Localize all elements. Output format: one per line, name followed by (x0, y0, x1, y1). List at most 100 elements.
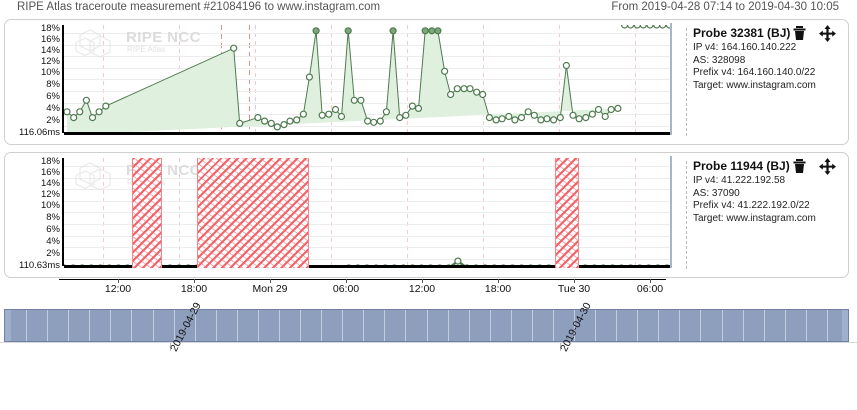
data-point-marker[interactable] (64, 108, 71, 116)
data-point-marker[interactable] (492, 116, 500, 124)
data-point-marker[interactable] (498, 115, 506, 123)
x-tick-label: 18:00 (484, 283, 512, 295)
chart-area[interactable]: 18% 16% 14% 12% 10% 8% 6% 4% 2% 116.06ms (5, 20, 681, 144)
navigator-segment (510, 310, 512, 341)
gridline (64, 177, 670, 179)
trash-icon[interactable] (792, 25, 807, 42)
time-navigator-scrollbar[interactable] (4, 309, 849, 342)
data-point-marker[interactable] (318, 111, 326, 119)
data-point-marker[interactable] (396, 113, 404, 122)
packet-loss-plot[interactable]: RIPE NCC RIPE Atlas (64, 158, 670, 268)
move-icon[interactable] (819, 25, 836, 42)
chart-area[interactable]: 18% 16% 14% 12% 10% 8% 6% 4% 2% 110.63ms (5, 153, 681, 277)
data-point-marker[interactable] (273, 123, 281, 131)
data-point-marker[interactable] (350, 96, 358, 104)
data-point-marker[interactable] (460, 85, 468, 93)
data-point-marker[interactable] (88, 113, 97, 122)
data-point-marker[interactable] (95, 108, 103, 116)
data-point-marker[interactable] (517, 113, 526, 122)
trash-icon[interactable] (792, 158, 807, 175)
packet-loss-plot[interactable]: RIPE NCC RIPE Atlas (64, 25, 670, 135)
data-point-marker[interactable] (665, 25, 670, 29)
data-point-marker[interactable] (408, 102, 416, 110)
data-point-marker[interactable] (286, 117, 294, 125)
move-icon[interactable] (819, 158, 836, 175)
data-point-marker[interactable] (280, 120, 288, 129)
data-point-marker[interactable] (537, 116, 545, 124)
data-point-marker[interactable] (402, 111, 410, 119)
data-point-marker[interactable] (614, 104, 622, 113)
data-point-marker[interactable] (550, 116, 558, 124)
data-point-marker[interactable] (447, 90, 455, 99)
data-point-marker[interactable] (261, 117, 269, 125)
data-point-marker[interactable] (364, 117, 372, 125)
data-point-marker[interactable] (633, 25, 641, 29)
data-point-marker[interactable] (428, 27, 436, 35)
data-point-marker[interactable] (337, 112, 346, 121)
navigator-segment (47, 310, 49, 341)
y-tick: 14% (40, 178, 60, 189)
navigator-handle[interactable] (5, 310, 11, 341)
data-point-marker[interactable] (582, 113, 590, 122)
navigator-segment (68, 310, 70, 341)
data-point-marker[interactable] (305, 73, 313, 81)
data-point-marker[interactable] (524, 108, 532, 116)
data-point-marker[interactable] (376, 117, 384, 125)
data-point-marker[interactable] (646, 25, 654, 29)
data-point-marker[interactable] (511, 116, 519, 124)
data-point-marker[interactable] (389, 27, 397, 35)
data-point-marker[interactable] (325, 110, 333, 118)
data-point-marker[interactable] (479, 90, 487, 99)
data-point-marker[interactable] (653, 25, 661, 29)
data-point-marker[interactable] (230, 44, 238, 52)
data-point-marker[interactable] (236, 119, 244, 128)
data-point-marker[interactable] (293, 116, 301, 124)
data-point-marker[interactable] (588, 110, 597, 118)
navigator-segment (131, 310, 133, 341)
data-point-marker[interactable] (102, 102, 110, 110)
data-point-marker[interactable] (70, 113, 78, 122)
data-point-marker[interactable] (382, 108, 390, 116)
gridline (64, 44, 670, 46)
data-point-marker[interactable] (562, 61, 570, 70)
data-point-marker[interactable] (76, 108, 84, 116)
data-point-marker[interactable] (543, 115, 551, 123)
data-point-marker[interactable] (370, 118, 378, 126)
data-point-marker[interactable] (556, 113, 564, 122)
data-point-marker[interactable] (454, 257, 462, 265)
data-point-marker[interactable] (607, 105, 615, 114)
data-point-marker[interactable] (453, 85, 461, 93)
data-point-marker[interactable] (414, 104, 423, 113)
data-point-marker[interactable] (331, 105, 340, 114)
data-point-marker[interactable] (530, 111, 538, 119)
data-point-marker[interactable] (639, 25, 647, 29)
data-point-marker[interactable] (485, 113, 493, 122)
gridline (64, 212, 670, 214)
data-point-marker[interactable] (601, 112, 609, 121)
data-point-marker[interactable] (421, 27, 429, 35)
data-point-marker[interactable] (254, 113, 262, 122)
data-point-marker[interactable] (434, 27, 442, 35)
navigator-segment (447, 310, 449, 341)
data-point-marker[interactable] (569, 111, 577, 119)
data-point-marker[interactable] (575, 115, 583, 123)
navigator-segment (321, 310, 323, 341)
navigator-handle[interactable] (842, 310, 848, 341)
data-point-marker[interactable] (621, 25, 629, 29)
data-point-marker[interactable] (473, 88, 481, 96)
rtt-baseline (64, 265, 670, 268)
data-point-marker[interactable] (82, 96, 90, 104)
data-point-marker[interactable] (267, 119, 275, 128)
data-point-marker[interactable] (594, 105, 603, 114)
data-point-marker[interactable] (344, 27, 352, 35)
data-point-marker[interactable] (299, 110, 307, 118)
navigator-segment (468, 310, 470, 341)
data-point-marker[interactable] (627, 25, 635, 29)
data-point-marker[interactable] (312, 27, 320, 35)
data-point-marker[interactable] (505, 112, 513, 121)
navigator-segment (637, 310, 639, 341)
data-point-marker[interactable] (357, 96, 365, 104)
data-point-marker[interactable] (466, 85, 474, 93)
data-point-marker[interactable] (441, 67, 449, 75)
data-point-marker[interactable] (659, 25, 667, 29)
